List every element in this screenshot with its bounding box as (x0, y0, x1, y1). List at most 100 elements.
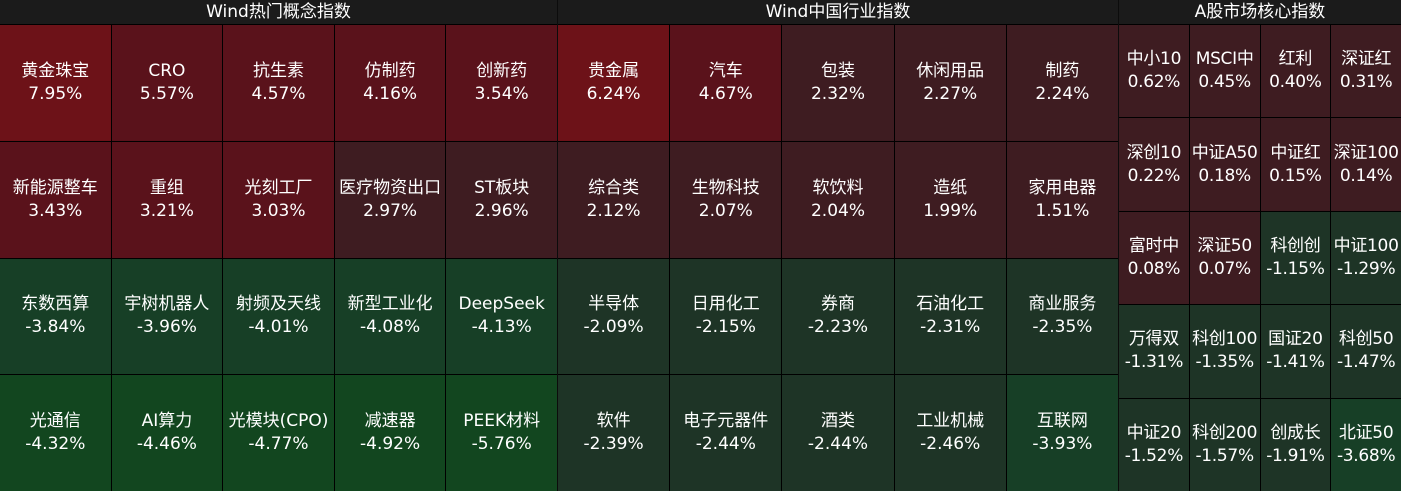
index-change-percent: 2.07% (698, 200, 753, 221)
index-tile[interactable]: 医疗物资出口 2.97% (334, 141, 446, 258)
index-change-percent: -1.91% (1266, 445, 1325, 466)
index-tile[interactable]: 减速器 -4.92% (334, 375, 446, 491)
index-change-percent: 0.18% (1198, 165, 1251, 186)
index-change-percent: 2.04% (810, 200, 865, 221)
index-tile[interactable]: 综合类 2.12% (558, 141, 670, 258)
index-name: 射频及天线 (235, 294, 321, 315)
tile-grid: 贵金属 6.24% 汽车 4.67% 包装 2.32% 休闲用品 2.27% 制药 2.24% 综合… (558, 25, 1118, 491)
index-change-percent: 0.62% (1127, 72, 1181, 93)
index-tile[interactable]: PEEK材料 -5.76% (446, 375, 557, 491)
index-name: 医疗物资出口 (339, 177, 442, 198)
index-name: 贵金属 (588, 60, 640, 81)
index-tile[interactable]: 北证50 -3.68% (1331, 398, 1401, 491)
index-name: 电子元器件 (683, 411, 769, 432)
index-name: 科创200 (1192, 422, 1258, 443)
index-tile[interactable]: 券商 -2.23% (782, 258, 894, 375)
index-tile[interactable]: 红利 0.40% (1260, 25, 1331, 118)
index-tile[interactable]: 商业服务 -2.35% (1006, 258, 1118, 375)
index-tile[interactable]: 半导体 -2.09% (558, 258, 670, 375)
index-tile[interactable]: 互联网 -3.93% (1006, 375, 1118, 491)
index-tile[interactable]: 工业机械 -2.46% (894, 375, 1006, 491)
index-tile[interactable]: 射频及天线 -4.01% (223, 258, 334, 375)
index-tile[interactable]: 创成长 -1.91% (1260, 398, 1331, 491)
index-tile[interactable]: 软饮料 2.04% (782, 141, 894, 258)
index-change-percent: -1.35% (1195, 352, 1254, 373)
index-change-percent: -2.44% (807, 434, 869, 455)
index-tile[interactable]: 深证100 0.14% (1331, 118, 1401, 211)
index-name: DeepSeek (458, 294, 545, 315)
index-tile[interactable]: 汽车 4.67% (670, 25, 782, 141)
index-tile[interactable]: 科创创 -1.15% (1260, 211, 1331, 305)
index-tile[interactable]: 中证100 -1.29% (1331, 211, 1401, 305)
index-name: 中小10 (1126, 49, 1182, 70)
panel-title: Wind中国行业指数 (558, 0, 1118, 25)
index-tile[interactable]: 贵金属 6.24% (558, 25, 670, 141)
index-tile[interactable]: 制药 2.24% (1006, 25, 1118, 141)
index-tile[interactable]: 中小10 0.62% (1119, 25, 1189, 118)
index-tile[interactable]: 国证20 -1.41% (1260, 305, 1331, 398)
index-tile[interactable]: 石油化工 -2.31% (894, 258, 1006, 375)
index-tile[interactable]: 富时中 0.08% (1119, 211, 1189, 305)
index-tile[interactable]: 中证A50 0.18% (1189, 118, 1260, 211)
index-name: 国证20 (1268, 329, 1323, 350)
index-tile[interactable]: 休闲用品 2.27% (894, 25, 1006, 141)
index-tile[interactable]: MSCI中 0.45% (1189, 25, 1260, 118)
index-tile[interactable]: 新型工业化 -4.08% (334, 258, 446, 375)
index-tile[interactable]: AI算力 -4.46% (111, 375, 223, 491)
index-tile[interactable]: 光模块(CPO) -4.77% (223, 375, 334, 491)
index-change-percent: -4.46% (136, 434, 197, 455)
index-change-percent: 6.24% (586, 83, 641, 104)
index-change-percent: 4.67% (698, 83, 753, 104)
index-change-percent: 2.12% (586, 200, 641, 221)
index-name: 光模块(CPO) (228, 411, 329, 432)
index-name: 科创50 (1338, 329, 1394, 350)
index-name: 科创100 (1192, 329, 1258, 350)
index-name: 深证红 (1341, 49, 1392, 70)
panel-industry-index: Wind中国行业指数 贵金属 6.24% 汽车 4.67% 包装 2.32% 休闲用品 2.2… (558, 0, 1118, 491)
index-tile[interactable]: 科创200 -1.57% (1189, 398, 1260, 491)
index-name: 北证50 (1338, 422, 1394, 443)
index-name: 宇树机器人 (124, 294, 210, 315)
index-tile[interactable]: 科创50 -1.47% (1331, 305, 1401, 398)
index-tile[interactable]: 抗生素 4.57% (223, 25, 334, 141)
index-tile[interactable]: 中证红 0.15% (1260, 118, 1331, 211)
index-tile[interactable]: 重组 3.21% (111, 141, 223, 258)
index-tile[interactable]: 光通信 -4.32% (0, 375, 111, 491)
index-change-percent: 3.54% (474, 83, 529, 104)
index-change-percent: -1.41% (1266, 352, 1325, 373)
index-tile[interactable]: 电子元器件 -2.44% (670, 375, 782, 491)
index-tile[interactable]: 东数西算 -3.84% (0, 258, 111, 375)
index-name: 家用电器 (1028, 177, 1097, 198)
index-name: 中证A50 (1191, 142, 1258, 163)
index-name: 包装 (820, 60, 855, 81)
index-tile[interactable]: 创新药 3.54% (446, 25, 557, 141)
index-tile[interactable]: 万得双 -1.31% (1119, 305, 1189, 398)
index-tile[interactable]: 仿制药 4.16% (334, 25, 446, 141)
index-change-percent: -2.09% (583, 317, 644, 338)
index-change-percent: -1.52% (1124, 445, 1184, 466)
index-change-percent: 2.96% (474, 200, 529, 221)
index-tile[interactable]: 生物科技 2.07% (670, 141, 782, 258)
index-name: 抗生素 (252, 60, 304, 81)
index-tile[interactable]: ST板块 2.96% (446, 141, 557, 258)
index-name: 黄金珠宝 (21, 60, 90, 81)
index-tile[interactable]: 深证50 0.07% (1189, 211, 1260, 305)
index-tile[interactable]: 家用电器 1.51% (1006, 141, 1118, 258)
index-tile[interactable]: 日用化工 -2.15% (670, 258, 782, 375)
index-tile[interactable]: 软件 -2.39% (558, 375, 670, 491)
index-tile[interactable]: 包装 2.32% (782, 25, 894, 141)
index-tile[interactable]: 中证20 -1.52% (1119, 398, 1189, 491)
index-tile[interactable]: DeepSeek -4.13% (446, 258, 557, 375)
index-tile[interactable]: 深证红 0.31% (1331, 25, 1401, 118)
index-tile[interactable]: 宇树机器人 -3.96% (111, 258, 223, 375)
index-tile[interactable]: 黄金珠宝 7.95% (0, 25, 111, 141)
index-tile[interactable]: 光刻工厂 3.03% (223, 141, 334, 258)
index-tile[interactable]: CRO 5.57% (111, 25, 223, 141)
index-tile[interactable]: 造纸 1.99% (894, 141, 1006, 258)
index-change-percent: 2.97% (363, 200, 418, 221)
index-tile[interactable]: 科创100 -1.35% (1189, 305, 1260, 398)
index-name: 中证100 (1333, 235, 1399, 256)
index-tile[interactable]: 新能源整车 3.43% (0, 141, 111, 258)
index-tile[interactable]: 酒类 -2.44% (782, 375, 894, 491)
index-tile[interactable]: 深创10 0.22% (1119, 118, 1189, 211)
